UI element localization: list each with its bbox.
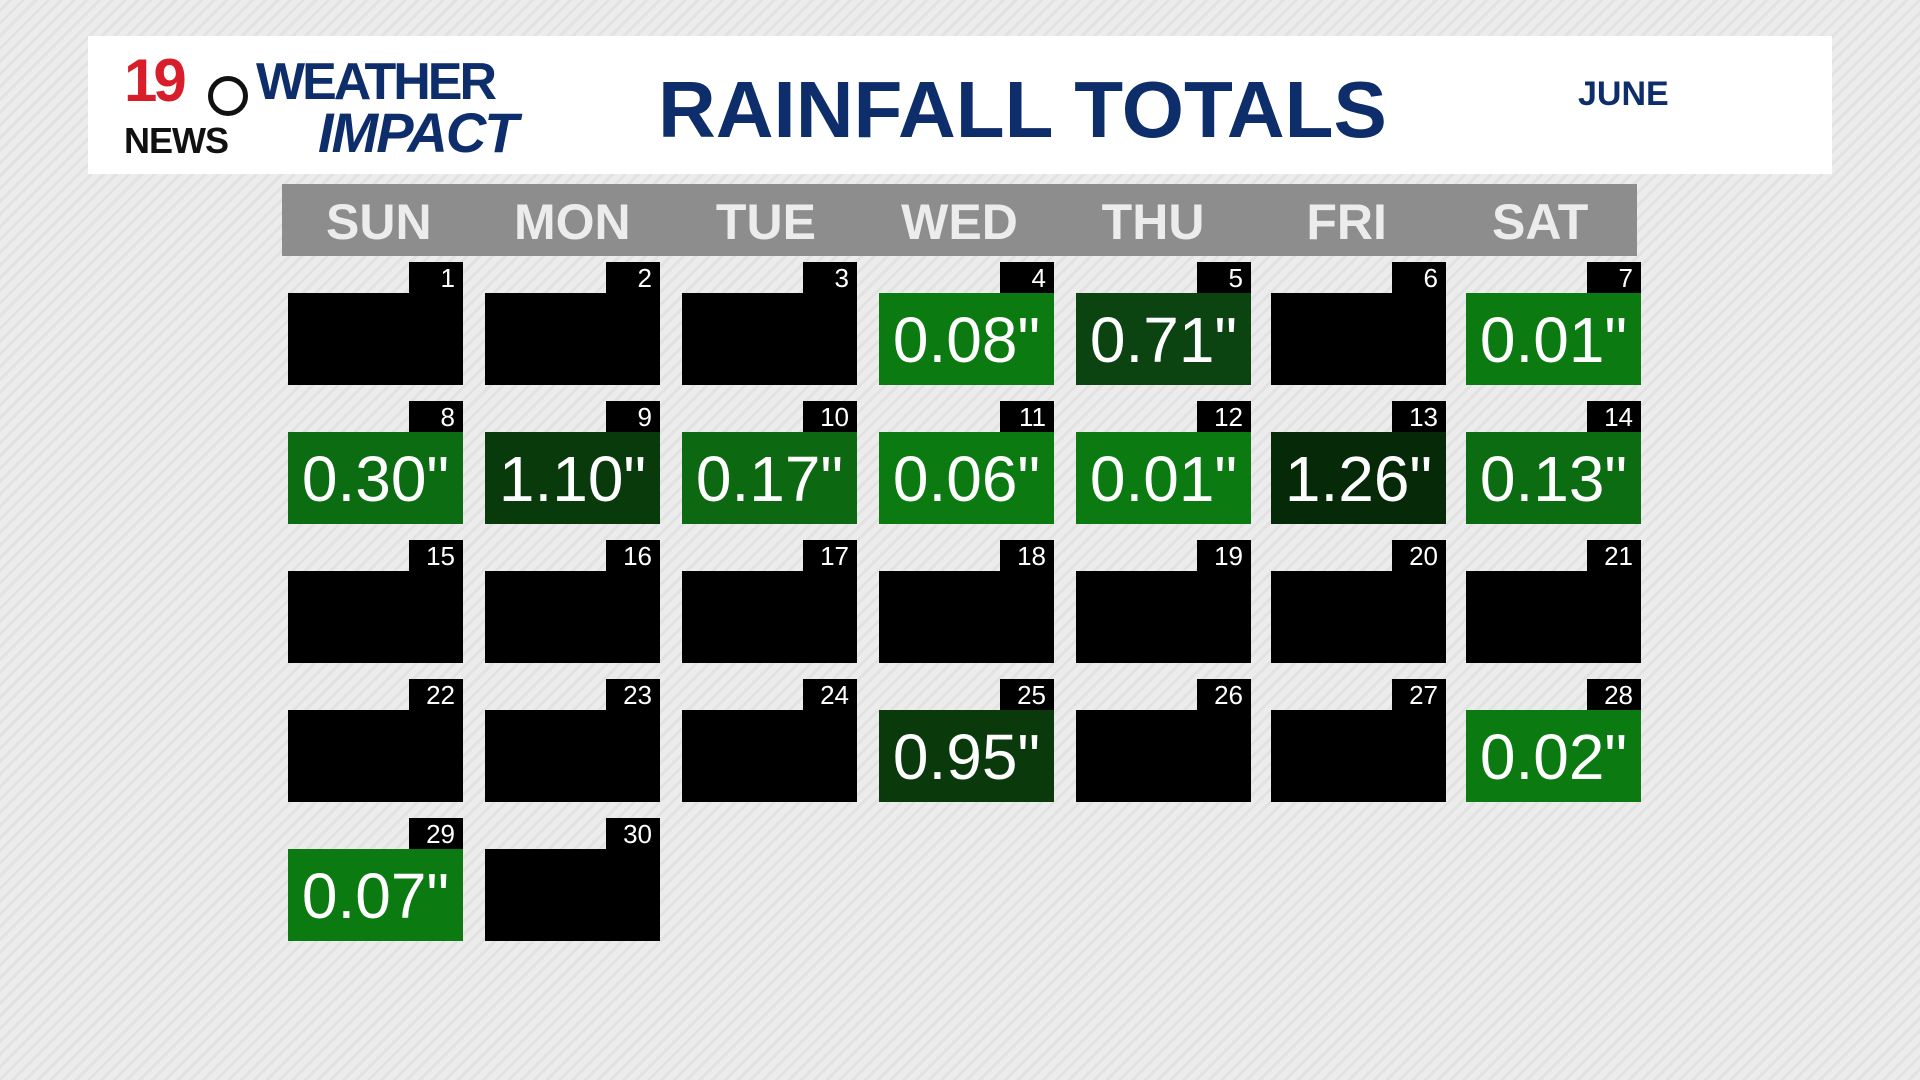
day-number: 19	[1197, 540, 1251, 571]
day-cell: 0.02"	[1466, 710, 1641, 802]
day-number: 28	[1587, 679, 1641, 710]
day-number: 29	[409, 818, 463, 849]
month: JUNE	[1578, 75, 1669, 113]
day-cell	[1271, 710, 1446, 802]
day-number: 21	[1587, 540, 1641, 571]
day-cell	[485, 849, 660, 941]
day-cell	[1271, 571, 1446, 663]
day-number: 14	[1587, 401, 1641, 432]
day-number: 24	[803, 679, 857, 710]
day-number: 4	[1000, 262, 1054, 293]
day-cell: 0.13"	[1466, 432, 1641, 524]
day-number: 9	[606, 401, 660, 432]
day-cell	[485, 571, 660, 663]
day-number: 22	[409, 679, 463, 710]
day-number: 6	[1392, 262, 1446, 293]
header-band: 19 NEWS WEATHER IMPACT RAINFALL TOTALS J…	[88, 36, 1832, 174]
day-cell	[682, 571, 857, 663]
day-cell	[485, 293, 660, 385]
day-number: 23	[606, 679, 660, 710]
day-number: 1	[409, 262, 463, 293]
day-cell	[682, 710, 857, 802]
weekday-label: TUE	[715, 194, 816, 250]
day-number: 26	[1197, 679, 1251, 710]
day-number: 18	[1000, 540, 1054, 571]
day-number: 8	[409, 401, 463, 432]
day-cell: 0.06"	[879, 432, 1054, 524]
day-cell: 0.30"	[288, 432, 463, 524]
weekday-label: SAT	[1492, 194, 1589, 250]
day-number: 27	[1392, 679, 1446, 710]
weekday-label: MON	[514, 194, 631, 250]
day-number: 7	[1587, 262, 1641, 293]
day-number: 17	[803, 540, 857, 571]
day-cell: 0.01"	[1076, 432, 1251, 524]
day-cell	[1466, 571, 1641, 663]
logo-number: 19	[124, 47, 187, 114]
day-cell	[288, 571, 463, 663]
day-cell	[1271, 293, 1446, 385]
title: RAINFALL TOTALS	[658, 65, 1387, 154]
day-number: 13	[1392, 401, 1446, 432]
day-number: 25	[1000, 679, 1054, 710]
weekday-label: THU	[1101, 194, 1205, 250]
day-number: 30	[606, 818, 660, 849]
logo-brand: IMPACT	[318, 101, 518, 164]
day-number: 15	[409, 540, 463, 571]
day-number: 20	[1392, 540, 1446, 571]
logo-eye	[208, 76, 248, 116]
day-cell: 1.26"	[1271, 432, 1446, 524]
day-cell: 0.95"	[879, 710, 1054, 802]
day-cell	[1076, 710, 1251, 802]
day-cell: 0.17"	[682, 432, 857, 524]
day-cell: 0.07"	[288, 849, 463, 941]
day-cell	[1076, 571, 1251, 663]
day-number: 10	[803, 401, 857, 432]
day-cell	[879, 571, 1054, 663]
day-cell: 0.01"	[1466, 293, 1641, 385]
day-number: 16	[606, 540, 660, 571]
day-cell: 0.71"	[1076, 293, 1251, 385]
weekday-label: WED	[901, 194, 1018, 250]
day-number: 5	[1197, 262, 1251, 293]
weekday-label: SUN	[325, 194, 432, 250]
weekday-label: FRI	[1306, 194, 1387, 250]
day-number: 11	[1000, 401, 1054, 432]
day-number: 3	[803, 262, 857, 293]
logo-brand: WEATHER	[256, 53, 497, 111]
day-cell: 0.08"	[879, 293, 1054, 385]
logo-network: NEWS	[124, 120, 229, 161]
day-number: 12	[1197, 401, 1251, 432]
day-cell	[485, 710, 660, 802]
day-cell	[288, 293, 463, 385]
day-cell	[682, 293, 857, 385]
weekday-bar: SUN MON TUE WED THU FRI SAT	[282, 184, 1637, 256]
day-number: 2	[606, 262, 660, 293]
day-cell: 1.10"	[485, 432, 660, 524]
day-cell	[288, 710, 463, 802]
